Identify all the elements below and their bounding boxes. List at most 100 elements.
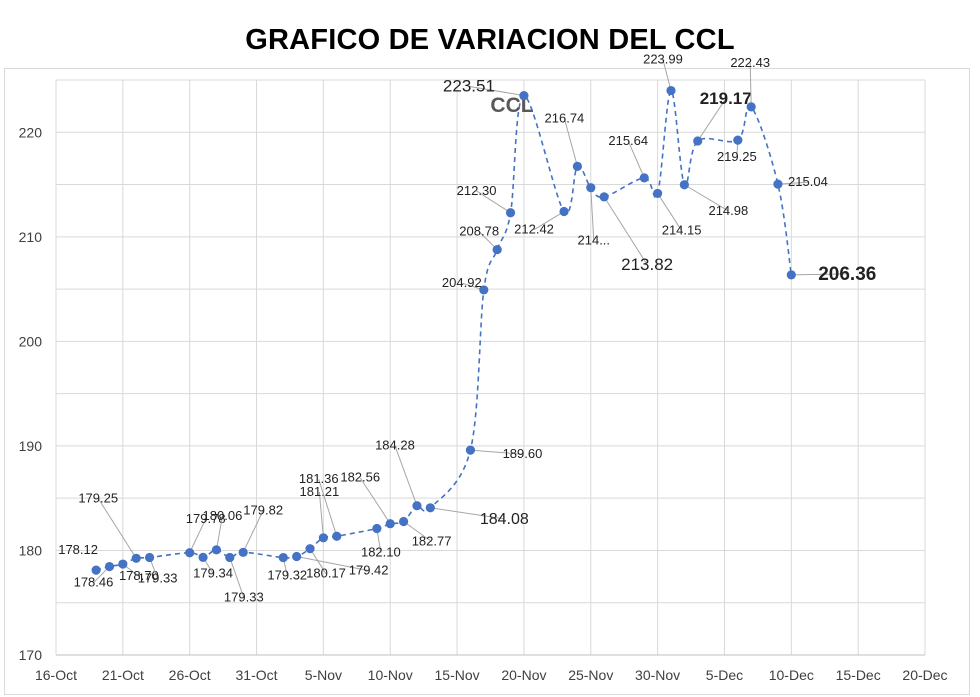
data-label: 215.04 [788,174,828,189]
y-tick-label: 200 [19,333,43,349]
data-label: 219.25 [717,149,757,164]
y-tick-label: 180 [19,542,43,558]
data-point [399,516,409,527]
data-label: 204.92 [442,275,482,290]
label-leader-line [470,449,523,455]
x-tick-label: 10-Dec [769,667,814,683]
label-leader-line [242,510,264,553]
data-point [572,161,583,171]
x-tick-label: 30-Nov [635,667,680,683]
data-label: 223.51 [443,77,495,96]
data-label: 214.15 [662,222,702,237]
data-label: 179.33 [138,570,178,585]
data-point [104,561,115,572]
data-point [639,173,649,183]
label-leader-line [662,59,672,91]
data-point [385,519,395,529]
data-label: 212.42 [514,222,554,237]
label-leader-line [403,521,432,543]
label-leader-line [215,515,223,550]
label-leader-line [563,118,578,167]
data-label: 215.64 [608,133,648,148]
data-point [599,192,609,202]
y-tick-label: 190 [19,438,43,454]
data-point [318,533,328,543]
data-label: 180.17 [306,566,346,581]
data-point [479,285,489,295]
data-point [653,188,663,199]
data-label: 222.43 [730,55,770,70]
y-tick-label: 170 [19,647,43,663]
data-label: 179.32 [267,568,307,583]
data-label: 178.70 [119,568,159,583]
data-point [733,135,743,145]
series-line [95,89,793,571]
data-label: 180.06 [203,508,243,523]
data-point [666,85,676,96]
data-point [211,545,222,555]
data-point [773,179,783,189]
label-leader-line [697,98,727,142]
data-point [185,548,195,558]
x-tick-label: 25-Nov [568,667,613,683]
data-label: 182.56 [340,470,380,485]
y-tick-label: 210 [19,229,43,245]
data-point [746,102,756,112]
data-label: 179.33 [224,589,264,604]
data-point [505,208,516,218]
page-title: GRAFICO DE VARIACION DEL CCL [245,24,735,56]
label-leader-line [627,140,645,179]
data-label: 214... [578,233,611,248]
data-point [586,183,596,193]
data-point [332,531,342,541]
data-label: 184.28 [375,438,415,453]
data-point [118,559,128,569]
data-label: 178.12 [58,542,98,557]
x-tick-label: 15-Nov [435,667,480,683]
data-label: 214.98 [708,203,748,218]
label-leader-line [309,548,327,575]
label-leader-line [749,63,752,107]
label-leader-line [229,557,245,598]
data-point [465,445,476,455]
data-label: 184.08 [480,511,529,528]
x-tick-label: 31-Oct [236,667,278,683]
y-tick-label: 220 [19,124,43,140]
data-point [559,206,569,217]
data-point [492,244,502,255]
data-label: 219.17 [700,89,752,108]
label-leader-line [533,211,565,231]
label-leader-line [359,477,391,524]
label-leader-line [318,491,324,538]
label-leader-line [791,273,848,276]
chart-area [4,68,970,695]
x-tick-label: 16-Oct [35,667,77,683]
data-point [693,136,703,146]
label-leader-line [590,187,595,241]
label-leader-line [657,193,683,231]
data-point [305,544,315,554]
label-leader-line [476,190,511,214]
data-point [144,552,155,563]
data-point [412,501,422,511]
data-label: 181.36 [299,471,339,486]
label-leader-line [296,556,369,572]
data-point [238,547,248,557]
data-label: 206.36 [818,264,876,285]
data-label: 179.34 [193,565,233,580]
label-leader-line [603,196,648,265]
data-point [425,503,435,513]
data-point [292,551,302,562]
x-tick-label: 5-Nov [305,667,342,683]
label-leader-line [189,518,207,553]
x-tick-label: 15-Dec [836,667,881,683]
x-tick-label: 5-Dec [706,667,743,683]
data-label: 179.42 [349,563,389,578]
data-label: 189.60 [503,446,543,461]
data-label: 208.78 [459,224,499,239]
label-leader-line [430,507,505,520]
label-leader-line [97,498,137,559]
data-point [131,553,141,563]
data-point [91,565,101,575]
